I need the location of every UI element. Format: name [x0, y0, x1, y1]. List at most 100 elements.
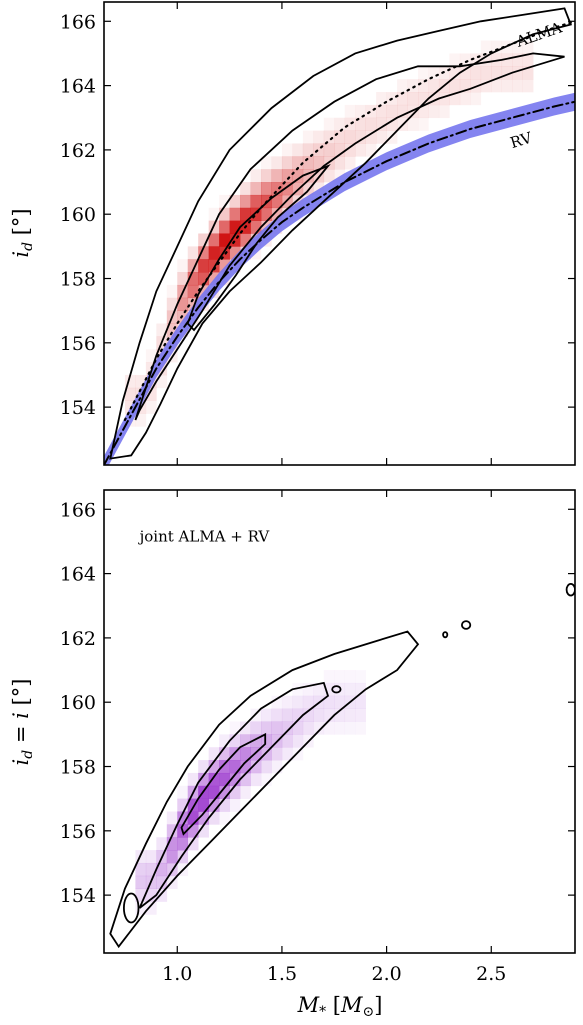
top-heatmap-cell — [386, 104, 398, 119]
bottom-heatmap-cell — [219, 772, 230, 787]
bottom-heatmap-cell — [156, 837, 168, 851]
top-heatmap-cell — [397, 92, 408, 106]
bottom-heatmap-cell — [313, 708, 325, 722]
bottom-heatmap-cell — [135, 888, 147, 902]
bottom-heatmap-cell — [313, 682, 325, 697]
top-heatmap-cell — [250, 182, 262, 196]
bottom-heatmap-cell — [281, 695, 293, 709]
top-heatmap-cell — [459, 66, 471, 80]
top-heatmap-cell — [522, 66, 534, 80]
bottom-heatmap-cell — [135, 875, 147, 889]
bottom-contour-island — [122, 892, 140, 924]
top-heatmap-cell — [261, 182, 272, 196]
top-heatmap-cell — [240, 182, 251, 196]
bottom-density-heatmap — [135, 670, 366, 915]
top-heatmap-cell — [501, 79, 513, 93]
bottom-x-tick-label: 2.0 — [371, 963, 401, 985]
bottom-heatmap-cell — [229, 772, 241, 787]
top-y-tick-label: 158 — [60, 269, 96, 291]
bottom-heatmap-cell — [271, 708, 283, 722]
top-heatmap-cell — [313, 130, 325, 144]
top-heatmap-cell — [156, 374, 168, 389]
top-heatmap-cell — [124, 374, 136, 389]
bottom-heatmap-cell — [271, 695, 283, 709]
bottom-heatmap-cell — [208, 785, 220, 799]
top-heatmap-cell — [355, 117, 366, 131]
bottom-x-tick-label: 1.0 — [162, 963, 192, 985]
top-heatmap-cell — [355, 104, 366, 119]
top-heatmap-cell — [219, 259, 230, 273]
top-heatmap-cell — [219, 220, 230, 234]
bottom-heatmap-cell — [313, 721, 325, 735]
top-heatmap-cell — [470, 79, 482, 93]
top-heatmap-cell — [428, 66, 440, 80]
top-heatmap-cell — [261, 169, 272, 183]
bottom-heatmap-cell — [355, 721, 366, 735]
bottom-heatmap-cell — [240, 734, 251, 748]
bottom-heatmap-cell — [198, 798, 209, 812]
bottom-heatmap-cell — [261, 721, 272, 735]
top-heatmap-cell — [323, 117, 335, 131]
bottom-heatmap-cell — [355, 695, 366, 709]
bottom-heatmap-cell — [355, 682, 366, 697]
top-heatmap-cell — [418, 79, 429, 93]
bottom-y-tick-label: 166 — [60, 499, 96, 521]
top-heatmap-cell — [198, 259, 209, 273]
top-heatmap-cell — [376, 92, 387, 106]
bottom-heatmap-cell — [208, 772, 220, 787]
bottom-heatmap-cell — [292, 695, 304, 709]
top-heatmap-cell — [355, 130, 366, 144]
top-heatmap-cell — [177, 272, 189, 286]
top-annotation-rv: RV — [508, 128, 535, 152]
top-heatmap-cell — [250, 220, 262, 234]
top-heatmap-cell — [281, 156, 293, 170]
bottom-heatmap-cell — [355, 708, 366, 722]
bottom-heatmap-cell — [334, 721, 346, 735]
top-heatmap-cell — [240, 194, 251, 209]
bottom-heatmap-cell — [229, 785, 241, 799]
bottom-x-tick-label: 2.5 — [476, 963, 506, 985]
top-heatmap-cell — [407, 117, 419, 131]
bottom-heatmap-cell — [229, 798, 241, 812]
top-heatmap-cell — [208, 246, 220, 260]
top-heatmap-cell — [271, 169, 283, 183]
top-heatmap-cell — [135, 413, 147, 427]
top-heatmap-cell — [438, 92, 450, 106]
bottom-annotations: joint ALMA + RV — [138, 527, 271, 545]
top-heatmap-cell — [208, 259, 220, 273]
bottom-heatmap-cell — [334, 708, 346, 722]
top-heatmap-cell — [418, 92, 429, 106]
bottom-heatmap-cell — [219, 760, 230, 774]
top-heatmap-cell — [376, 104, 387, 119]
bottom-heatmap-cell — [334, 695, 346, 709]
top-heatmap-cell — [522, 53, 534, 67]
top-heatmap-cell — [334, 169, 346, 183]
top-heatmap-cell — [145, 349, 157, 363]
bottom-contour-island — [460, 620, 472, 630]
bottom-heatmap-cell — [355, 670, 366, 684]
bottom-heatmap-cell — [198, 824, 209, 838]
top-heatmap-cell — [449, 92, 461, 106]
bottom-heatmap-cell — [240, 747, 251, 761]
bottom-heatmap-cell — [323, 682, 335, 697]
top-y-tick-label: 154 — [60, 397, 96, 419]
bottom-heatmap-cell — [219, 734, 230, 748]
top-heatmap-cell — [219, 207, 230, 221]
bottom-heatmap-cell — [219, 798, 230, 812]
bottom-heatmap-cell — [292, 708, 304, 722]
bottom-heatmap-cell — [187, 811, 199, 825]
top-heatmap-cell — [355, 143, 366, 157]
bottom-heatmap-cell — [187, 772, 199, 787]
top-heatmap-cell — [250, 194, 262, 209]
bottom-heatmap-cell — [250, 708, 262, 722]
bottom-heatmap-cell — [198, 760, 209, 774]
top-contour-middle — [134, 52, 565, 421]
top-ticks: 154 156 158 160 162 164 166 — [60, 2, 575, 465]
bottom-heatmap-cell — [292, 747, 304, 761]
bottom-heatmap-cell — [219, 785, 230, 799]
top-heatmap-cell — [271, 182, 283, 196]
top-heatmap-cell — [491, 66, 503, 80]
bottom-heatmap-cell — [323, 721, 335, 735]
top-y-axis-label: id [°] — [9, 208, 36, 257]
bottom-x-tick-label: 1.5 — [267, 963, 297, 985]
